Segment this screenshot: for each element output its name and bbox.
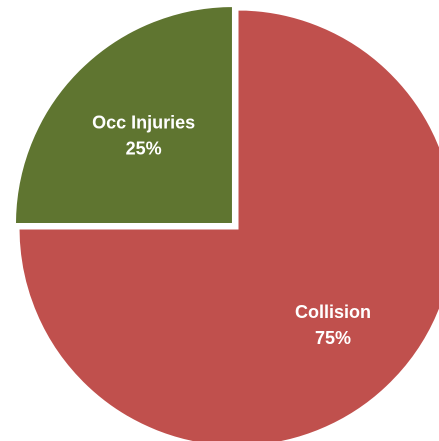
pie-slice-occ-injuries [12, 3, 235, 226]
slice-label-collision: Collision [295, 302, 371, 322]
slice-label-occ-injuries: Occ Injuries [92, 113, 195, 133]
pie-slice-collision [16, 7, 439, 441]
slice-value-occ-injuries: 25% [126, 139, 162, 159]
pie-slices [12, 3, 439, 441]
slice-value-collision: 75% [315, 328, 351, 348]
pie-labels: Collision 75% Occ Injuries 25% [92, 113, 371, 348]
